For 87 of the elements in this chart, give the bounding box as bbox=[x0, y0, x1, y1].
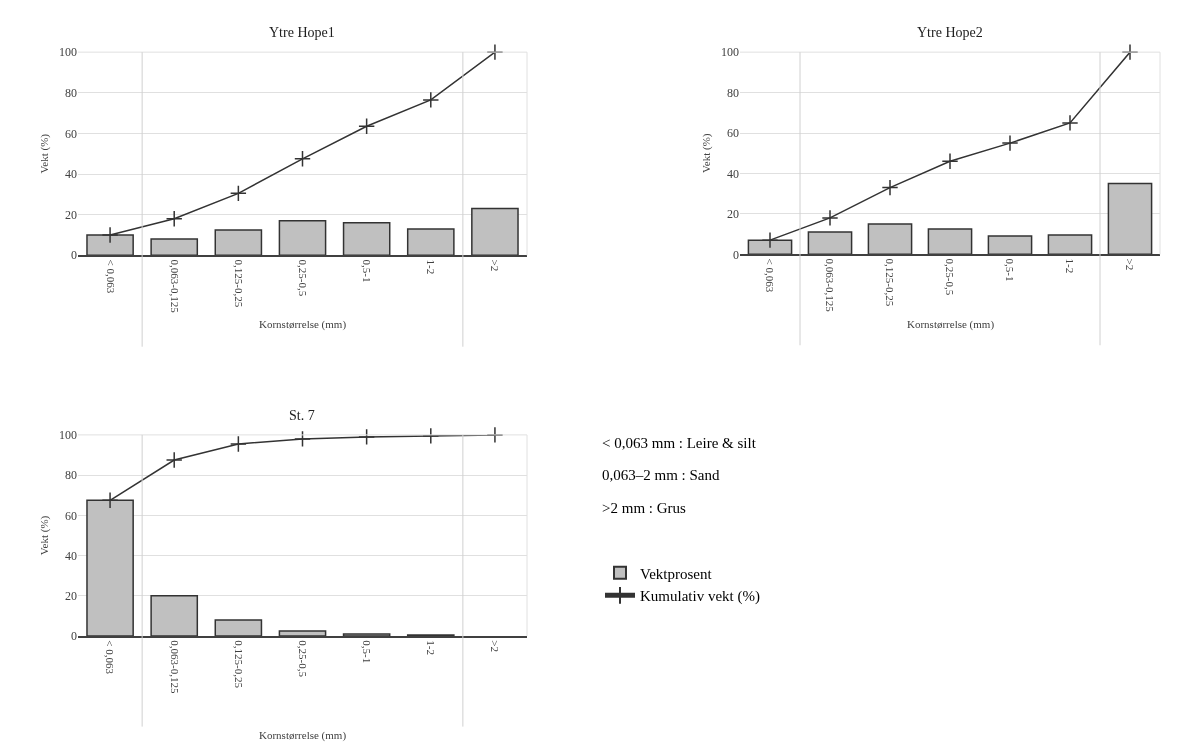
bar bbox=[278, 220, 327, 256]
y-tick-label: 60 bbox=[65, 508, 77, 523]
point bbox=[1061, 114, 1079, 132]
bar bbox=[278, 630, 327, 637]
x-tick-label: 0,125-0,25 bbox=[232, 259, 245, 308]
point bbox=[229, 184, 247, 202]
bar bbox=[342, 633, 391, 637]
x-tick-label: 0,5-1 bbox=[361, 259, 374, 283]
y-tick-label: 80 bbox=[65, 85, 77, 100]
bar bbox=[150, 238, 199, 256]
point bbox=[821, 209, 839, 227]
point bbox=[101, 491, 119, 509]
point bbox=[422, 91, 440, 109]
bar bbox=[1107, 182, 1153, 255]
x-tick-label: >2 bbox=[489, 640, 502, 652]
chart-title: St. 7 bbox=[289, 408, 315, 423]
y-tick-label: 0 bbox=[733, 247, 739, 262]
y-tick-label: 40 bbox=[65, 167, 77, 182]
x-tick-label: 0,063-0,125 bbox=[168, 259, 181, 314]
y-tick-label: 20 bbox=[65, 589, 77, 604]
point bbox=[761, 231, 779, 249]
bar bbox=[342, 222, 391, 256]
x-tick-label: 0,25-0,5 bbox=[296, 640, 309, 678]
x-tick-label: 0,25-0,5 bbox=[296, 259, 309, 297]
y-tick-label: 80 bbox=[727, 85, 739, 100]
point bbox=[165, 210, 183, 228]
point bbox=[358, 117, 376, 135]
x-axis-title: Kornstørrelse (mm) bbox=[907, 318, 995, 331]
x-tick-label: < 0,063 bbox=[764, 258, 777, 293]
x-tick-label: >2 bbox=[1124, 258, 1137, 271]
y-tick-label: 60 bbox=[65, 126, 77, 141]
x-tick-label: < 0,063 bbox=[104, 259, 117, 294]
point bbox=[422, 427, 440, 445]
chart-title: Ytre Hope1 bbox=[269, 25, 335, 40]
x-tick-label: 0,125-0,25 bbox=[884, 258, 897, 307]
point bbox=[941, 152, 959, 170]
bar bbox=[807, 231, 853, 255]
point bbox=[101, 226, 119, 244]
x-tick-label: 1-2 bbox=[1064, 258, 1077, 274]
y-tick-label: 80 bbox=[65, 468, 77, 483]
x-tick-label: 0,5-1 bbox=[361, 640, 374, 664]
x-tick-label: < 0,063 bbox=[104, 640, 117, 675]
y-tick-label: 100 bbox=[59, 45, 77, 60]
bar bbox=[1047, 234, 1093, 255]
y-axis-title: Vekt (%) bbox=[699, 133, 713, 173]
point bbox=[294, 150, 311, 168]
y-tick-label: 40 bbox=[727, 166, 739, 181]
point bbox=[294, 430, 311, 448]
y-axis-title: Vekt (%) bbox=[37, 133, 51, 174]
point bbox=[1001, 134, 1019, 152]
point bbox=[358, 428, 376, 446]
y-tick-label: 100 bbox=[721, 45, 739, 60]
x-tick-label: 1-2 bbox=[425, 640, 438, 655]
bar bbox=[867, 223, 913, 255]
y-tick-label: 100 bbox=[59, 428, 77, 443]
x-tick-label: 0,25-0,5 bbox=[944, 258, 957, 296]
point bbox=[229, 435, 247, 453]
y-tick-label: 40 bbox=[65, 548, 77, 563]
y-tick-label: 20 bbox=[727, 207, 739, 222]
x-tick-label: >2 bbox=[489, 259, 502, 272]
text: >2 mm : Grus bbox=[602, 500, 687, 516]
text: 0,063–2 mm : Sand bbox=[602, 467, 720, 483]
y-tick-label: 60 bbox=[727, 126, 739, 141]
y-tick-label: 0 bbox=[71, 629, 77, 644]
bar bbox=[406, 228, 455, 256]
bar bbox=[150, 595, 199, 637]
chart-title: Ytre Hope2 bbox=[917, 25, 983, 40]
x-tick-label: 0,063-0,125 bbox=[824, 258, 837, 313]
legend-label: Kumulativ vekt (%) bbox=[640, 588, 760, 606]
bar bbox=[927, 228, 973, 255]
y-axis-title: Vekt (%) bbox=[37, 515, 51, 556]
x-tick-label: 0,5-1 bbox=[1004, 258, 1017, 282]
y-tick-label: 0 bbox=[71, 248, 77, 263]
x-tick-label: 0,063-0,125 bbox=[168, 640, 181, 694]
text: < 0,063 mm : Leire & silt bbox=[602, 435, 757, 451]
point bbox=[165, 451, 183, 469]
point bbox=[881, 179, 899, 197]
bar bbox=[214, 619, 263, 637]
bar bbox=[214, 229, 263, 256]
bar bbox=[987, 235, 1033, 255]
y-tick-label: 20 bbox=[65, 207, 77, 222]
x-tick-label: 1-2 bbox=[425, 259, 438, 275]
legend-label: Vektprosent bbox=[640, 565, 713, 582]
x-axis-title: Kornstørrelse (mm) bbox=[259, 729, 347, 742]
x-axis-title: Kornstørrelse (mm) bbox=[259, 318, 347, 331]
x-tick-label: 0,125-0,25 bbox=[232, 640, 245, 689]
bar bbox=[471, 207, 519, 256]
